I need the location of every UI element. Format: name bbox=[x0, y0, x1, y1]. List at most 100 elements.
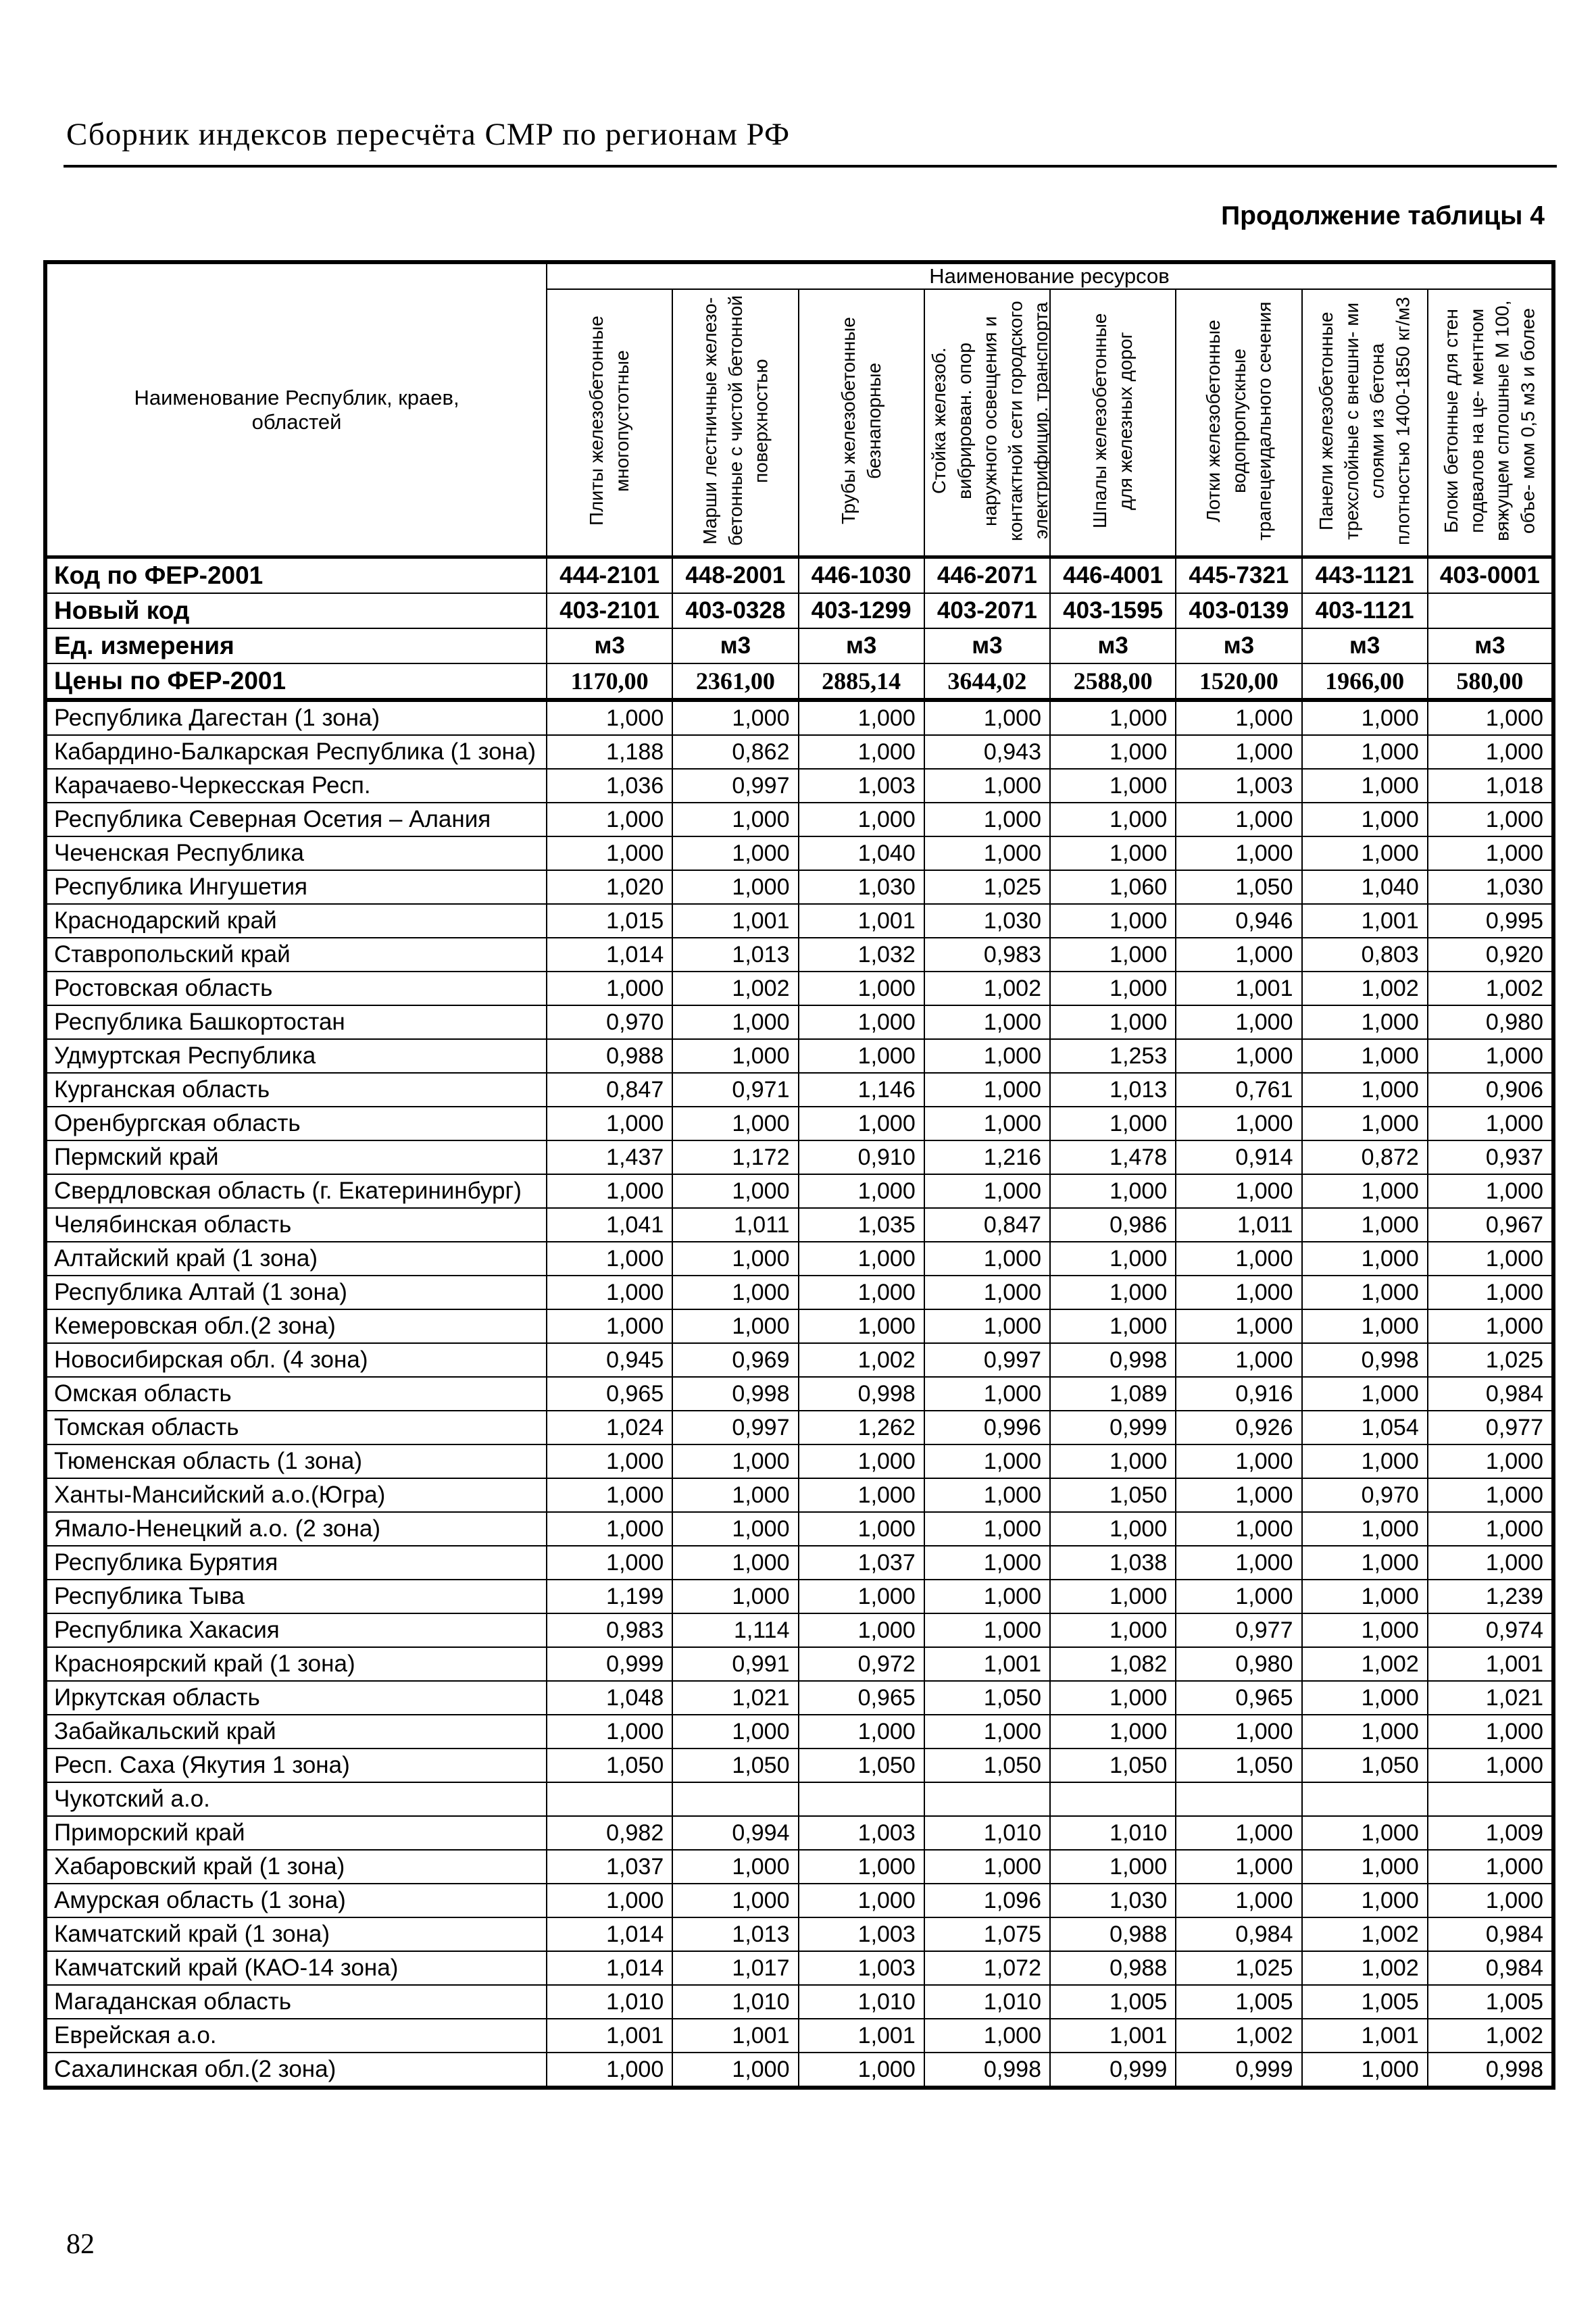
value-cell: 1,000 bbox=[1175, 1545, 1303, 1580]
resource-column-header-8: Блоки бетонные для стен подвалов на це- … bbox=[1426, 288, 1555, 558]
value-cell: 1,014 bbox=[545, 937, 674, 972]
region-row: Курганская область 0,847 0,971 1,146 1,000 1,… bbox=[45, 1072, 1555, 1107]
value-cell: 1,050 bbox=[545, 1748, 674, 1783]
value-cell: 1,000 bbox=[1301, 1275, 1428, 1310]
value-cell: 0,999 bbox=[1049, 2052, 1177, 2088]
value-cell: 1,000 bbox=[797, 1478, 925, 1513]
value-cell: 1,089 bbox=[1049, 1376, 1177, 1411]
region-name: Свердловская область (г. Екатерининбург) bbox=[45, 1174, 547, 1209]
value-cell: 0,970 bbox=[545, 1005, 674, 1040]
value-cell: 1,000 bbox=[672, 1241, 799, 1276]
value-cell: 1,001 bbox=[672, 903, 799, 938]
region-name: Новосибирская обл. (4 зона) bbox=[45, 1342, 547, 1378]
region-name: Пермский край bbox=[45, 1140, 547, 1175]
region-name: Ставропольский край bbox=[45, 937, 547, 972]
value-cell: 0,910 bbox=[797, 1140, 925, 1175]
value-cell: 1,000 bbox=[1301, 1174, 1428, 1209]
value-cell: 1,000 bbox=[1175, 1883, 1303, 1918]
region-name: Удмуртская Республика bbox=[45, 1038, 547, 1074]
region-name: Еврейская а.о. bbox=[45, 2018, 547, 2053]
value-cell: 1,000 bbox=[545, 1444, 674, 1479]
value-cell: 1,000 bbox=[1301, 734, 1428, 770]
value-cell: 0,946 bbox=[1175, 903, 1303, 938]
value-cell: 1,478 bbox=[1049, 1140, 1177, 1175]
value-cell: 1,000 bbox=[672, 1579, 799, 1614]
value-cell: 1,054 bbox=[1301, 1410, 1428, 1445]
value-cell: 0,965 bbox=[545, 1376, 674, 1411]
region-row: Тюменская область (1 зона) 1,000 1,000 1,00… bbox=[45, 1444, 1555, 1479]
region-name: Красноярский край (1 зона) bbox=[45, 1646, 547, 1682]
value-cell: 1,000 bbox=[1049, 699, 1177, 736]
value-cell: 1,013 bbox=[1049, 1072, 1177, 1107]
value-cell: 1,025 bbox=[1175, 1951, 1303, 1986]
region-name: Тюменская область (1 зона) bbox=[45, 1444, 547, 1479]
meta-row-label: Новый код bbox=[45, 593, 547, 629]
value-cell: 1,000 bbox=[672, 1478, 799, 1513]
value-cell: 1,000 bbox=[797, 1309, 925, 1344]
resource-column-header-4: Стойка железоб. вибрирован. опор наружно… bbox=[923, 288, 1051, 558]
value-cell: 1,038 bbox=[1049, 1545, 1177, 1580]
region-row: Забайкальский край 1,000 1,000 1,000 1,000 1,… bbox=[45, 1714, 1555, 1749]
value-cell: м3 bbox=[545, 628, 674, 664]
region-row: Ставропольский край 1,014 1,013 1,032 0,983 1… bbox=[45, 937, 1555, 972]
value-cell: 1,000 bbox=[545, 699, 674, 736]
value-cell: 1,000 bbox=[1049, 1511, 1177, 1546]
value-cell: 1,000 bbox=[1301, 1241, 1428, 1276]
value-cell: 1,024 bbox=[545, 1410, 674, 1445]
value-cell: 1,002 bbox=[923, 971, 1051, 1006]
value-cell: 1,025 bbox=[1426, 1342, 1555, 1378]
region-row: Амурская область (1 зона) 1,000 1,000 1,000… bbox=[45, 1883, 1555, 1918]
indices-table: Наименование Республик, краев, областей … bbox=[43, 260, 1555, 2090]
value-cell: 1,000 bbox=[1049, 802, 1177, 837]
value-cell: 1,000 bbox=[1175, 1005, 1303, 1040]
resource-column-header-label: Шпалы железобетонные для железных дорог bbox=[1089, 313, 1137, 529]
value-cell: 1,050 bbox=[923, 1748, 1051, 1783]
value-cell: 1,000 bbox=[1049, 1106, 1177, 1141]
value-cell: 1,000 bbox=[1301, 1883, 1428, 1918]
value-cell: 1,000 bbox=[1175, 1849, 1303, 1884]
value-cell: 1,003 bbox=[797, 1815, 925, 1851]
value-cell: 1,000 bbox=[797, 734, 925, 770]
value-cell: 445-7321 bbox=[1175, 556, 1303, 594]
value-cell: 1,000 bbox=[1049, 734, 1177, 770]
value-cell: 0,914 bbox=[1175, 1140, 1303, 1175]
value-cell: 1,011 bbox=[672, 1207, 799, 1242]
value-cell: 0,984 bbox=[1426, 1917, 1555, 1952]
value-cell: 1,000 bbox=[923, 1072, 1051, 1107]
value-cell: 1,000 bbox=[672, 802, 799, 837]
value-cell: 0,967 bbox=[1426, 1207, 1555, 1242]
value-cell: 1,000 bbox=[1049, 1444, 1177, 1479]
value-cell: 1,000 bbox=[1426, 1478, 1555, 1513]
region-name: Камчатский край (КАО-14 зона) bbox=[45, 1951, 547, 1986]
value-cell: 1,002 bbox=[1175, 2018, 1303, 2053]
region-column-header: Наименование Республик, краев, областей bbox=[45, 261, 547, 558]
value-cell: 3644,02 bbox=[923, 663, 1051, 701]
document-header-title: Сборник индексов пересчёта СМР по регион… bbox=[66, 117, 791, 152]
region-row: Карачаево-Черкесская Респ. 1,036 0,997 1,00… bbox=[45, 768, 1555, 803]
value-cell: 1,000 bbox=[1049, 937, 1177, 972]
value-cell: 1,000 bbox=[1301, 802, 1428, 837]
value-cell: 1,025 bbox=[923, 870, 1051, 905]
value-cell: 1,000 bbox=[672, 1309, 799, 1344]
region-name: Республика Хакасия bbox=[45, 1613, 547, 1648]
value-cell: 1,000 bbox=[923, 1376, 1051, 1411]
value-cell: 1,000 bbox=[1175, 1478, 1303, 1513]
value-cell bbox=[923, 1782, 1051, 1817]
value-cell: 1,000 bbox=[1426, 734, 1555, 770]
resource-column-header-label: Блоки бетонные для стен подвалов на це- … bbox=[1441, 300, 1539, 542]
value-cell: 1,000 bbox=[1426, 1309, 1555, 1344]
value-cell: 1,000 bbox=[1049, 1005, 1177, 1040]
value-cell: 1,000 bbox=[672, 1038, 799, 1074]
value-cell: м3 bbox=[1426, 628, 1555, 664]
value-cell: 0,999 bbox=[545, 1646, 674, 1682]
region-row: Камчатский край (КАО-14 зона) 1,014 1,017 1… bbox=[45, 1951, 1555, 1986]
value-cell: 1,010 bbox=[672, 1984, 799, 2019]
value-cell: 1,000 bbox=[797, 802, 925, 837]
value-cell: 1,000 bbox=[672, 1511, 799, 1546]
value-cell: 1,030 bbox=[923, 903, 1051, 938]
value-cell: 1,000 bbox=[1301, 1207, 1428, 1242]
value-cell: 1966,00 bbox=[1301, 663, 1428, 701]
region-name: Республика Башкортостан bbox=[45, 1005, 547, 1040]
value-cell: 2361,00 bbox=[672, 663, 799, 701]
value-cell: 0,977 bbox=[1175, 1613, 1303, 1648]
